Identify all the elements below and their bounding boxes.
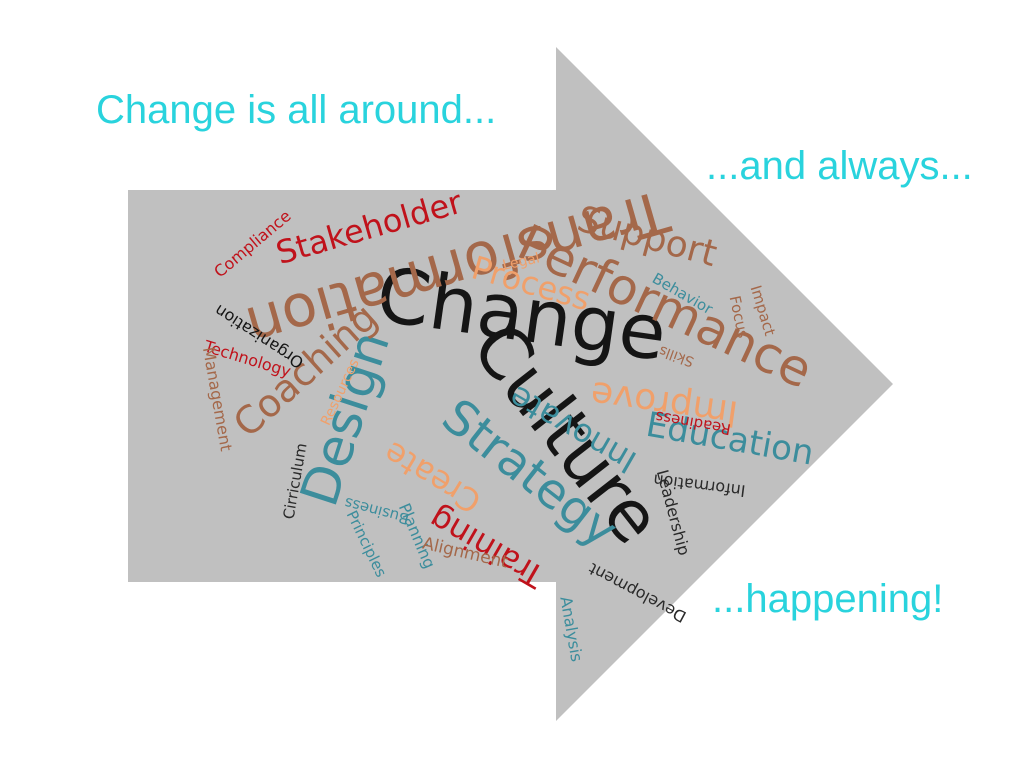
caption-and-always: ...and always... <box>706 144 973 188</box>
caption-change-all-around: Change is all around... <box>96 88 497 132</box>
caption-happening: ...happening! <box>712 577 944 621</box>
word-legal: Legal <box>501 250 541 273</box>
arrow-shape <box>128 47 893 721</box>
